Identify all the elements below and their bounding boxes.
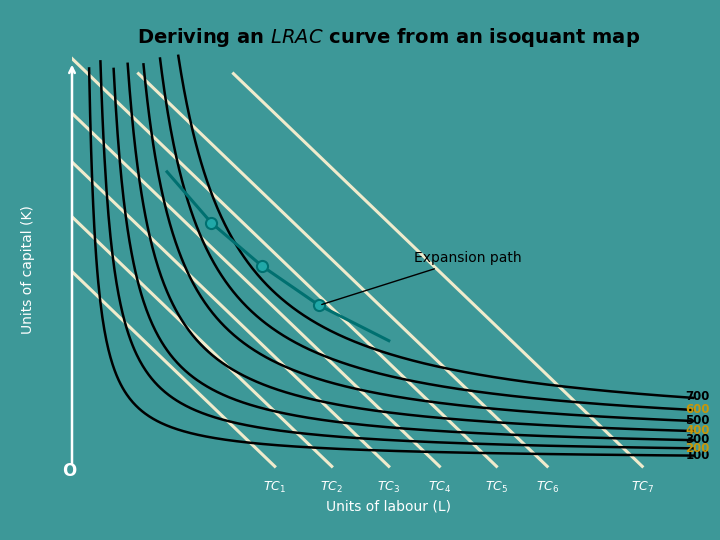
Text: $TC_{5}$: $TC_{5}$	[485, 480, 508, 495]
Text: 400: 400	[685, 424, 710, 437]
Title: Deriving an $\mathit{LRAC}$ curve from an isoquant map: Deriving an $\mathit{LRAC}$ curve from a…	[138, 26, 640, 49]
Text: $TC_{6}$: $TC_{6}$	[536, 480, 559, 495]
Text: 700: 700	[685, 390, 710, 403]
Text: 100: 100	[685, 449, 710, 462]
Text: $TC_{7}$: $TC_{7}$	[631, 480, 654, 495]
Text: $TC_{2}$: $TC_{2}$	[320, 480, 343, 495]
Text: 500: 500	[685, 414, 710, 427]
Text: Units of capital (K): Units of capital (K)	[21, 206, 35, 334]
Text: Units of labour (L): Units of labour (L)	[326, 500, 451, 514]
Text: 300: 300	[685, 434, 710, 447]
Text: Expansion path: Expansion path	[322, 251, 522, 305]
Text: 200: 200	[685, 442, 710, 455]
Text: $TC_{1}$: $TC_{1}$	[264, 480, 287, 495]
Text: $TC_{3}$: $TC_{3}$	[377, 480, 400, 495]
Text: O: O	[63, 462, 77, 480]
Text: $TC_{4}$: $TC_{4}$	[428, 480, 451, 495]
Text: 600: 600	[685, 403, 710, 416]
